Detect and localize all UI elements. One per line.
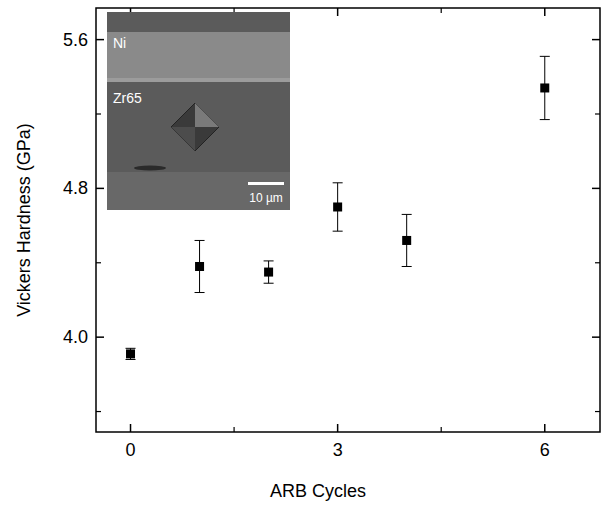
y-tick-right: [592, 39, 600, 41]
x-tick-label: 3: [333, 440, 343, 460]
y-minor-tick-right: [595, 113, 600, 114]
x-tick: [337, 424, 339, 432]
data-group: [126, 56, 550, 359]
point: [126, 349, 135, 358]
inset-interface: [107, 78, 290, 82]
y-tick-right: [592, 336, 600, 338]
error-cap: [402, 214, 412, 215]
inset-indent-face: [195, 103, 219, 127]
point: [264, 268, 273, 277]
inset-scale-label: 10 µm: [249, 191, 283, 205]
y-minor-tick-right: [595, 262, 600, 263]
point: [402, 236, 411, 245]
x-minor-tick-top: [441, 8, 442, 13]
y-tick-label: 4.8: [63, 178, 88, 198]
error-bar: [333, 183, 343, 231]
point: [540, 83, 549, 92]
plot-frame: [96, 8, 600, 432]
x-tick-top: [544, 8, 546, 16]
inset-indent: [171, 103, 219, 151]
inset-label: Zr65: [113, 90, 142, 106]
y-minor-tick: [96, 262, 101, 263]
x-tick-label: 6: [540, 440, 550, 460]
x-minor-tick: [233, 427, 234, 432]
y-tick: [96, 39, 104, 41]
inset-background: [107, 12, 290, 210]
error-bar: [126, 348, 136, 359]
x-tick: [544, 424, 546, 432]
error-cap: [402, 266, 412, 267]
y-tick-right: [592, 188, 600, 190]
error-bar: [402, 214, 412, 266]
x-tick-top: [337, 8, 339, 16]
x-axis-title: ARB Cycles: [270, 481, 366, 501]
y-tick: [96, 336, 104, 338]
inset-label: Ni: [113, 35, 126, 51]
chart: 4.0 4.8 5.6 0 3 6 ARB Cycles Vickers Hardness (…: [0, 0, 605, 506]
error-cap: [333, 182, 343, 183]
error-cap: [540, 119, 550, 120]
inset: Ni Zr65 10 µm: [107, 12, 290, 210]
error-bar: [264, 261, 274, 283]
inset-band-lower: [107, 172, 290, 210]
y-minor-tick: [96, 113, 101, 114]
inset-band-ni: [107, 32, 290, 78]
error-cap: [126, 359, 136, 360]
y-tick-label: 5.6: [63, 30, 88, 50]
y-minor-tick: [96, 411, 101, 412]
point: [333, 202, 342, 211]
error-bar: [540, 56, 550, 119]
inset-crack: [134, 166, 166, 171]
y-axis-title: Vickers Hardness (GPa): [14, 123, 34, 317]
y-tick: [96, 188, 104, 190]
inset-indent-face: [171, 127, 195, 151]
y-minor-tick-right: [595, 411, 600, 412]
x-minor-tick: [441, 427, 442, 432]
error-cap: [264, 260, 274, 261]
error-cap: [333, 231, 343, 232]
point: [195, 262, 204, 271]
x-tick: [130, 424, 132, 432]
error-bar: [195, 240, 205, 292]
y-tick-label: 4.0: [63, 327, 88, 347]
error-cap: [540, 56, 550, 57]
inset-scale-bar: [248, 182, 284, 185]
error-cap: [264, 283, 274, 284]
error-cap: [195, 240, 205, 241]
x-tick-label: 0: [126, 440, 136, 460]
error-cap: [195, 292, 205, 293]
error-cap: [126, 348, 136, 349]
